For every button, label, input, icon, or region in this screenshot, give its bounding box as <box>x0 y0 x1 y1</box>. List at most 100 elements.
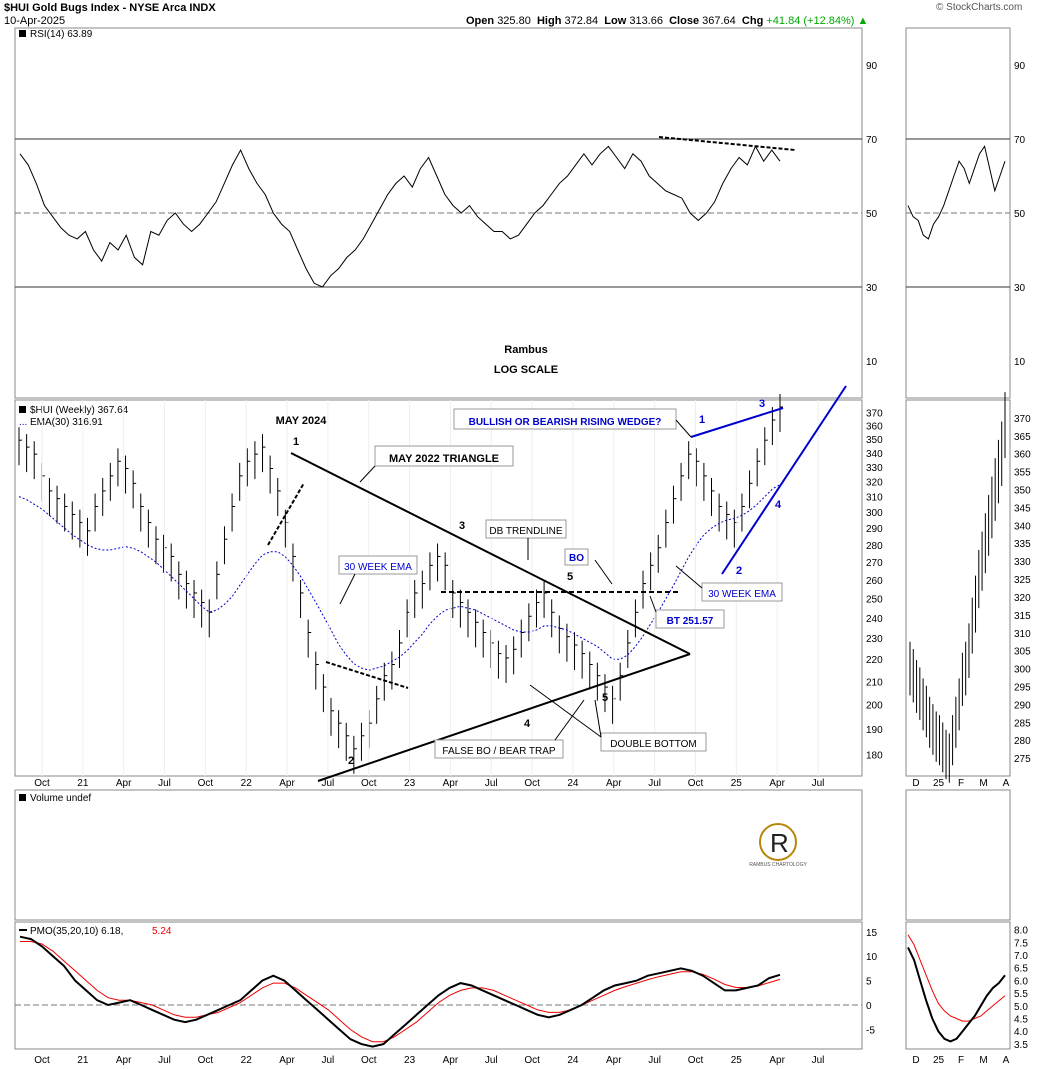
zoom-price-tick-label: 300 <box>1014 665 1031 676</box>
triangle-upper-line <box>290 452 691 655</box>
price-tick-label: 360 <box>866 422 883 433</box>
zoom-price-tick-label: 285 <box>1014 718 1031 729</box>
price-tick-label: 300 <box>866 508 883 519</box>
price-tick-label: 240 <box>866 614 883 625</box>
db-trendline-label-box <box>485 519 567 539</box>
ema-legend-swatch: ... <box>19 417 27 428</box>
ema-label-left: 30 WEEK EMA <box>344 562 412 573</box>
price-tick-label: 290 <box>866 524 883 535</box>
wave-4-label: 4 <box>524 718 531 730</box>
rsi-legend-swatch <box>19 30 26 37</box>
price-tick-label: 310 <box>866 493 883 504</box>
zoom-pmo-x-label: M <box>979 1055 987 1066</box>
may2024-dashed-line <box>267 482 305 546</box>
wedge-4-label: 4 <box>775 499 782 511</box>
price-x-label: Oct <box>524 778 540 789</box>
zoom-rsi-tick-label: 50 <box>1014 209 1026 220</box>
zoom-pmo-line <box>907 946 1006 1043</box>
zoom-price-tick-label: 290 <box>1014 700 1031 711</box>
rsi-legend: RSI(14) 63.89 <box>30 29 93 40</box>
zoom-price-tick-label: 360 <box>1014 450 1031 461</box>
volume-legend-swatch <box>19 794 26 801</box>
zoom-pmo-tick-label: 8.0 <box>1014 926 1028 937</box>
may-2022-triangle-label-box <box>374 445 514 467</box>
rsi-tick-label: 10 <box>866 357 878 368</box>
rambus-logo-letter: R <box>770 828 789 858</box>
ema-label-right-box <box>701 582 783 602</box>
callout-pointer <box>675 419 692 438</box>
price-tick-label: 200 <box>866 700 883 711</box>
price-x-label: Oct <box>198 778 214 789</box>
callout-pointer <box>554 699 585 741</box>
zoom-panel-frame <box>905 399 1011 777</box>
rsi-tick-label: 30 <box>866 283 878 294</box>
zoom-x-label: 25 <box>933 778 945 789</box>
pmo-x-label: Jul <box>648 1055 661 1066</box>
zoom-price-tick-label: 320 <box>1014 593 1031 604</box>
ema-label-right: 30 WEEK EMA <box>708 589 776 600</box>
pmo-x-label: Jul <box>158 1055 171 1066</box>
wedge-3-label: 3 <box>759 398 765 410</box>
pmo-x-label: Apr <box>279 1055 295 1066</box>
price-x-label: Apr <box>443 778 459 789</box>
price-legend: $HUI (Weekly) 367.64 <box>30 405 129 416</box>
callout-pointer <box>675 565 703 589</box>
ohlc-readout: Open 325.80 High 372.84 Low 313.66 Close… <box>466 15 869 27</box>
wave-1-label: 1 <box>293 436 299 448</box>
price-x-label: 23 <box>404 778 416 789</box>
price-x-label: Apr <box>606 778 622 789</box>
pmo-x-label: 22 <box>241 1055 253 1066</box>
zoom-pmo-tick-label: 7.0 <box>1014 951 1028 962</box>
callout-pointer <box>594 699 602 738</box>
price-tick-label: 230 <box>866 634 883 645</box>
double-bottom-label: DOUBLE BOTTOM <box>610 739 697 750</box>
price-tick-label: 350 <box>866 435 883 446</box>
zoom-pmo-tick-label: 6.0 <box>1014 976 1028 987</box>
wedge-question-label-box <box>453 408 677 430</box>
pmo-signal-value: 5.24 <box>152 926 172 937</box>
price-tick-label: 250 <box>866 595 883 606</box>
watermark: © StockCharts.com <box>936 2 1023 13</box>
price-tick-label: 260 <box>866 576 883 587</box>
zoom-price-tick-label: 345 <box>1014 503 1031 514</box>
panel-frame <box>14 921 863 1050</box>
price-tick-label: 340 <box>866 449 883 460</box>
zoom-price-tick-label: 340 <box>1014 521 1031 532</box>
callout-pointer <box>359 465 376 483</box>
panel-frame <box>14 789 863 921</box>
rsi-tick-label: 90 <box>866 61 878 72</box>
rsi-divergence-line <box>658 136 796 151</box>
price-x-label: Jul <box>321 778 334 789</box>
price-tick-label: 190 <box>866 725 883 736</box>
pmo-tick-label: 15 <box>866 928 878 939</box>
zoom-pmo-tick-label: 4.0 <box>1014 1027 1028 1038</box>
bt-label-box <box>655 609 725 629</box>
zoom-pmo-tick-label: 4.5 <box>1014 1015 1028 1026</box>
ema-label-left-box <box>338 555 418 575</box>
bt-label: BT 251.57 <box>667 616 714 627</box>
panel-frame <box>14 399 863 777</box>
pmo-tick-label: -5 <box>866 1025 875 1036</box>
zoom-price-tick-label: 305 <box>1014 647 1031 658</box>
double-bottom-label-box <box>600 732 707 752</box>
pmo-signal-line <box>20 941 781 1043</box>
zoom-pmo-tick-label: 3.5 <box>1014 1040 1028 1051</box>
triangle-lower-line <box>317 653 691 782</box>
zoom-price-tick-label: 365 <box>1014 432 1031 443</box>
pmo-x-label: Oct <box>524 1055 540 1066</box>
zoom-price-tick-label: 335 <box>1014 539 1031 550</box>
price-x-label: Jul <box>158 778 171 789</box>
pmo-x-label: Jul <box>485 1055 498 1066</box>
zoom-rsi-tick-label: 90 <box>1014 61 1026 72</box>
bo-label-box <box>564 548 589 566</box>
zoom-panel-frame <box>905 789 1011 921</box>
rambus-text: Rambus <box>504 344 547 356</box>
price-x-label: 25 <box>731 778 743 789</box>
pmo-x-label: Apr <box>606 1055 622 1066</box>
callout-pointer <box>594 559 613 585</box>
zoom-price-tick-label: 330 <box>1014 557 1031 568</box>
false-bo-label: FALSE BO / BEAR TRAP <box>442 746 556 757</box>
price-x-label: Oct <box>688 778 704 789</box>
rsi-tick-label: 50 <box>866 209 878 220</box>
price-x-label: Jul <box>485 778 498 789</box>
